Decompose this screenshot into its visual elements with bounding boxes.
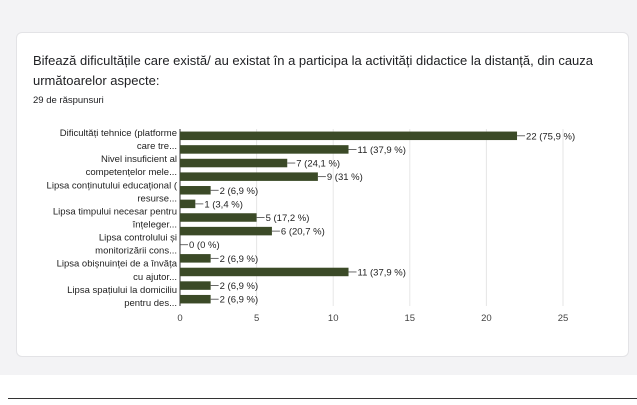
y-tick-label: Lipsa controlului și <box>99 233 177 244</box>
x-tick-label: 5 <box>254 313 259 324</box>
y-tick-label: Lipsa obișnuinței de a învăța <box>57 259 178 270</box>
divider-line <box>8 398 637 399</box>
data-label: 2 (6,9 %) <box>220 254 259 265</box>
response-count: 29 de răspunsuri <box>33 95 104 106</box>
bar <box>180 131 518 141</box>
bar <box>180 226 272 236</box>
y-tick-label: Lipsa timpului necesar pentru <box>53 206 177 217</box>
y-tick-label: competențelor mele... <box>86 167 177 178</box>
bar <box>180 281 211 290</box>
bar <box>180 172 318 181</box>
data-label: 9 (31 %) <box>327 172 363 183</box>
data-label: 22 (75,9 %) <box>526 131 575 142</box>
y-tick-label: monitorizării cons... <box>95 246 177 257</box>
bar <box>180 294 211 304</box>
bar <box>180 254 211 263</box>
bar <box>180 158 288 168</box>
x-tick-label: 20 <box>481 313 492 324</box>
y-tick-label: cu ajutor... <box>133 272 177 283</box>
data-label: 6 (20,7 %) <box>281 227 325 238</box>
data-label: 11 (37,9 %) <box>358 267 406 278</box>
data-label: 2 (6,9 %) <box>220 186 259 197</box>
y-tick-label: Lipsa spațiului la domiciliu <box>67 285 177 296</box>
y-tick-label: Lipsa conținutului educațional ( <box>47 180 178 191</box>
y-tick-label: Dificultăți tehnice (platforme <box>60 128 177 139</box>
data-label: 5 (17,2 %) <box>266 213 310 224</box>
x-tick-label: 15 <box>405 313 416 324</box>
bar <box>180 199 196 209</box>
form-background: Bifează dificultățile care există/ au ex… <box>0 0 637 375</box>
y-tick-label: pentru des... <box>124 298 177 309</box>
data-label: 11 (37,9 %) <box>358 145 406 156</box>
data-label: 2 (6,9 %) <box>220 281 259 292</box>
bar <box>180 267 349 277</box>
y-tick-label: Nivel insuficient al <box>101 154 177 165</box>
bar <box>180 213 257 222</box>
data-label: 7 (24,1 %) <box>296 159 340 170</box>
question-card: Bifează dificultățile care există/ au ex… <box>16 32 629 357</box>
y-tick-label: înțeleger... <box>132 220 177 231</box>
y-tick-label: care tre... <box>137 141 177 152</box>
data-label: 1 (3,4 %) <box>204 199 243 210</box>
y-tick-label: resurse... <box>137 193 177 204</box>
bar <box>180 145 349 154</box>
bar <box>180 186 211 195</box>
data-label: 2 (6,9 %) <box>220 295 259 306</box>
x-tick-label: 0 <box>177 313 182 324</box>
y-labels: Dificultăți tehnice (platforme care tre..… <box>47 128 178 309</box>
data-label: 0 (0 %) <box>189 240 220 251</box>
x-tick-label: 10 <box>328 313 339 324</box>
x-tick-label: 25 <box>558 313 569 324</box>
question-title: Bifează dificultățile care există/ au ex… <box>33 53 594 88</box>
